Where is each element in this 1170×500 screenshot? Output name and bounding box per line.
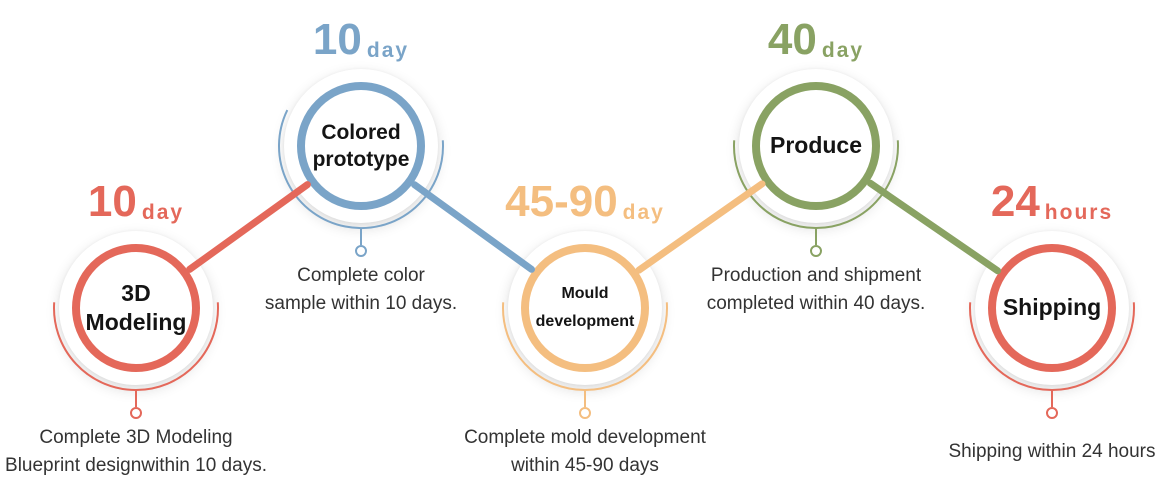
duration-label: 45-90 day [435,177,735,226]
stage-caption: Production and shipment completed within… [706,265,926,314]
drop-circle [1046,407,1058,419]
duration-unit: day [622,201,665,224]
duration-label: 40 day [666,15,966,64]
duration-unit: day [366,39,410,62]
stage-circle: Colored prototype [297,82,425,210]
stage-circle: Produce [752,82,880,210]
drop-circle [810,245,822,257]
stage-circle: 3D Modeling [72,244,200,372]
stage-caption: Complete mold development within 45-90 d… [464,427,706,476]
duration-unit: day [141,201,185,224]
duration-value: 10 [312,15,362,64]
duration-label: 10 day [0,177,286,226]
stage-circle-halo: Colored prototype [284,69,438,223]
drop-circle [579,407,591,419]
stage-caption: Complete 3D Modeling Blueprint designwit… [5,427,267,476]
duration-unit: hours [1044,201,1114,224]
duration-label: 10 day [211,15,511,64]
stage-circle-halo: Shipping [975,231,1129,385]
stage-caption: Complete color sample within 10 days. [264,265,458,314]
stage-circle: Mould development [521,244,649,372]
stage-title: 3D Modeling [85,280,187,335]
duration-value: 40 [767,15,817,64]
stage-title: Produce [769,132,863,159]
duration-value: 24 [990,177,1040,226]
stage-circle-halo: Produce [739,69,893,223]
stage-circle-halo: 3D Modeling [59,231,213,385]
drop-circle [355,245,367,257]
duration-label: 24 hours [902,177,1170,226]
duration-unit: day [821,39,865,62]
stage-title: Mould development [535,285,635,330]
stage-title: Colored prototype [312,120,410,171]
duration-value: 10 [87,177,137,226]
stage-caption: Shipping within 24 hours [948,441,1156,462]
stage-circle-halo: Mould development [508,231,662,385]
stage-title: Shipping [1002,294,1102,321]
duration-value: 45-90 [505,177,618,226]
stage-circle: Shipping [988,244,1116,372]
drop-circle [130,407,142,419]
